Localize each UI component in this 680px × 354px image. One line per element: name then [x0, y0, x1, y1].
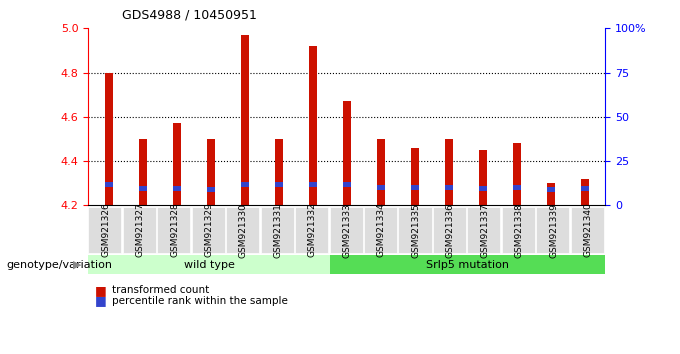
Bar: [547, 187, 555, 192]
Bar: [309, 182, 317, 187]
Text: Srlp5 mutation: Srlp5 mutation: [426, 259, 509, 270]
Bar: [377, 185, 385, 190]
Text: GSM921330: GSM921330: [239, 202, 248, 258]
Text: percentile rank within the sample: percentile rank within the sample: [112, 296, 288, 306]
Text: GSM921334: GSM921334: [377, 203, 386, 257]
Text: GSM921336: GSM921336: [445, 202, 455, 258]
Bar: [411, 185, 419, 190]
Text: GSM921338: GSM921338: [515, 202, 524, 258]
Text: GSM921331: GSM921331: [273, 202, 282, 258]
Text: GSM921339: GSM921339: [549, 202, 558, 258]
Bar: [445, 139, 453, 205]
Text: GSM921326: GSM921326: [101, 203, 110, 257]
Text: GSM921329: GSM921329: [205, 203, 214, 257]
Bar: [105, 182, 113, 187]
Text: transformed count: transformed count: [112, 285, 209, 295]
Bar: [241, 35, 249, 205]
Bar: [445, 185, 453, 190]
Bar: [479, 186, 487, 191]
Text: ■: ■: [95, 295, 111, 307]
Text: ■: ■: [95, 284, 111, 297]
Text: GSM921337: GSM921337: [480, 202, 489, 258]
Bar: [343, 101, 351, 205]
Bar: [377, 139, 385, 205]
Bar: [207, 139, 215, 205]
Bar: [275, 139, 283, 205]
Bar: [241, 182, 249, 187]
Bar: [173, 186, 181, 191]
Text: wild type: wild type: [184, 259, 235, 270]
Text: GSM921335: GSM921335: [411, 202, 420, 258]
Bar: [173, 124, 181, 205]
Bar: [139, 186, 147, 191]
Text: GSM921328: GSM921328: [170, 203, 179, 257]
Text: GDS4988 / 10450951: GDS4988 / 10450951: [122, 8, 257, 21]
Text: ▶: ▶: [73, 259, 82, 270]
Text: GSM921327: GSM921327: [135, 203, 145, 257]
Bar: [343, 182, 351, 187]
Bar: [411, 148, 419, 205]
Text: GSM921332: GSM921332: [308, 203, 317, 257]
Bar: [309, 46, 317, 205]
Text: GSM921333: GSM921333: [342, 202, 352, 258]
Bar: [513, 185, 521, 190]
Bar: [139, 139, 147, 205]
Bar: [479, 150, 487, 205]
Bar: [513, 143, 521, 205]
Text: GSM921340: GSM921340: [583, 203, 592, 257]
Bar: [547, 183, 555, 205]
Bar: [207, 187, 215, 192]
Bar: [581, 186, 589, 191]
Bar: [275, 182, 283, 187]
Bar: [105, 73, 113, 205]
Bar: [581, 179, 589, 205]
Text: genotype/variation: genotype/variation: [7, 259, 113, 270]
